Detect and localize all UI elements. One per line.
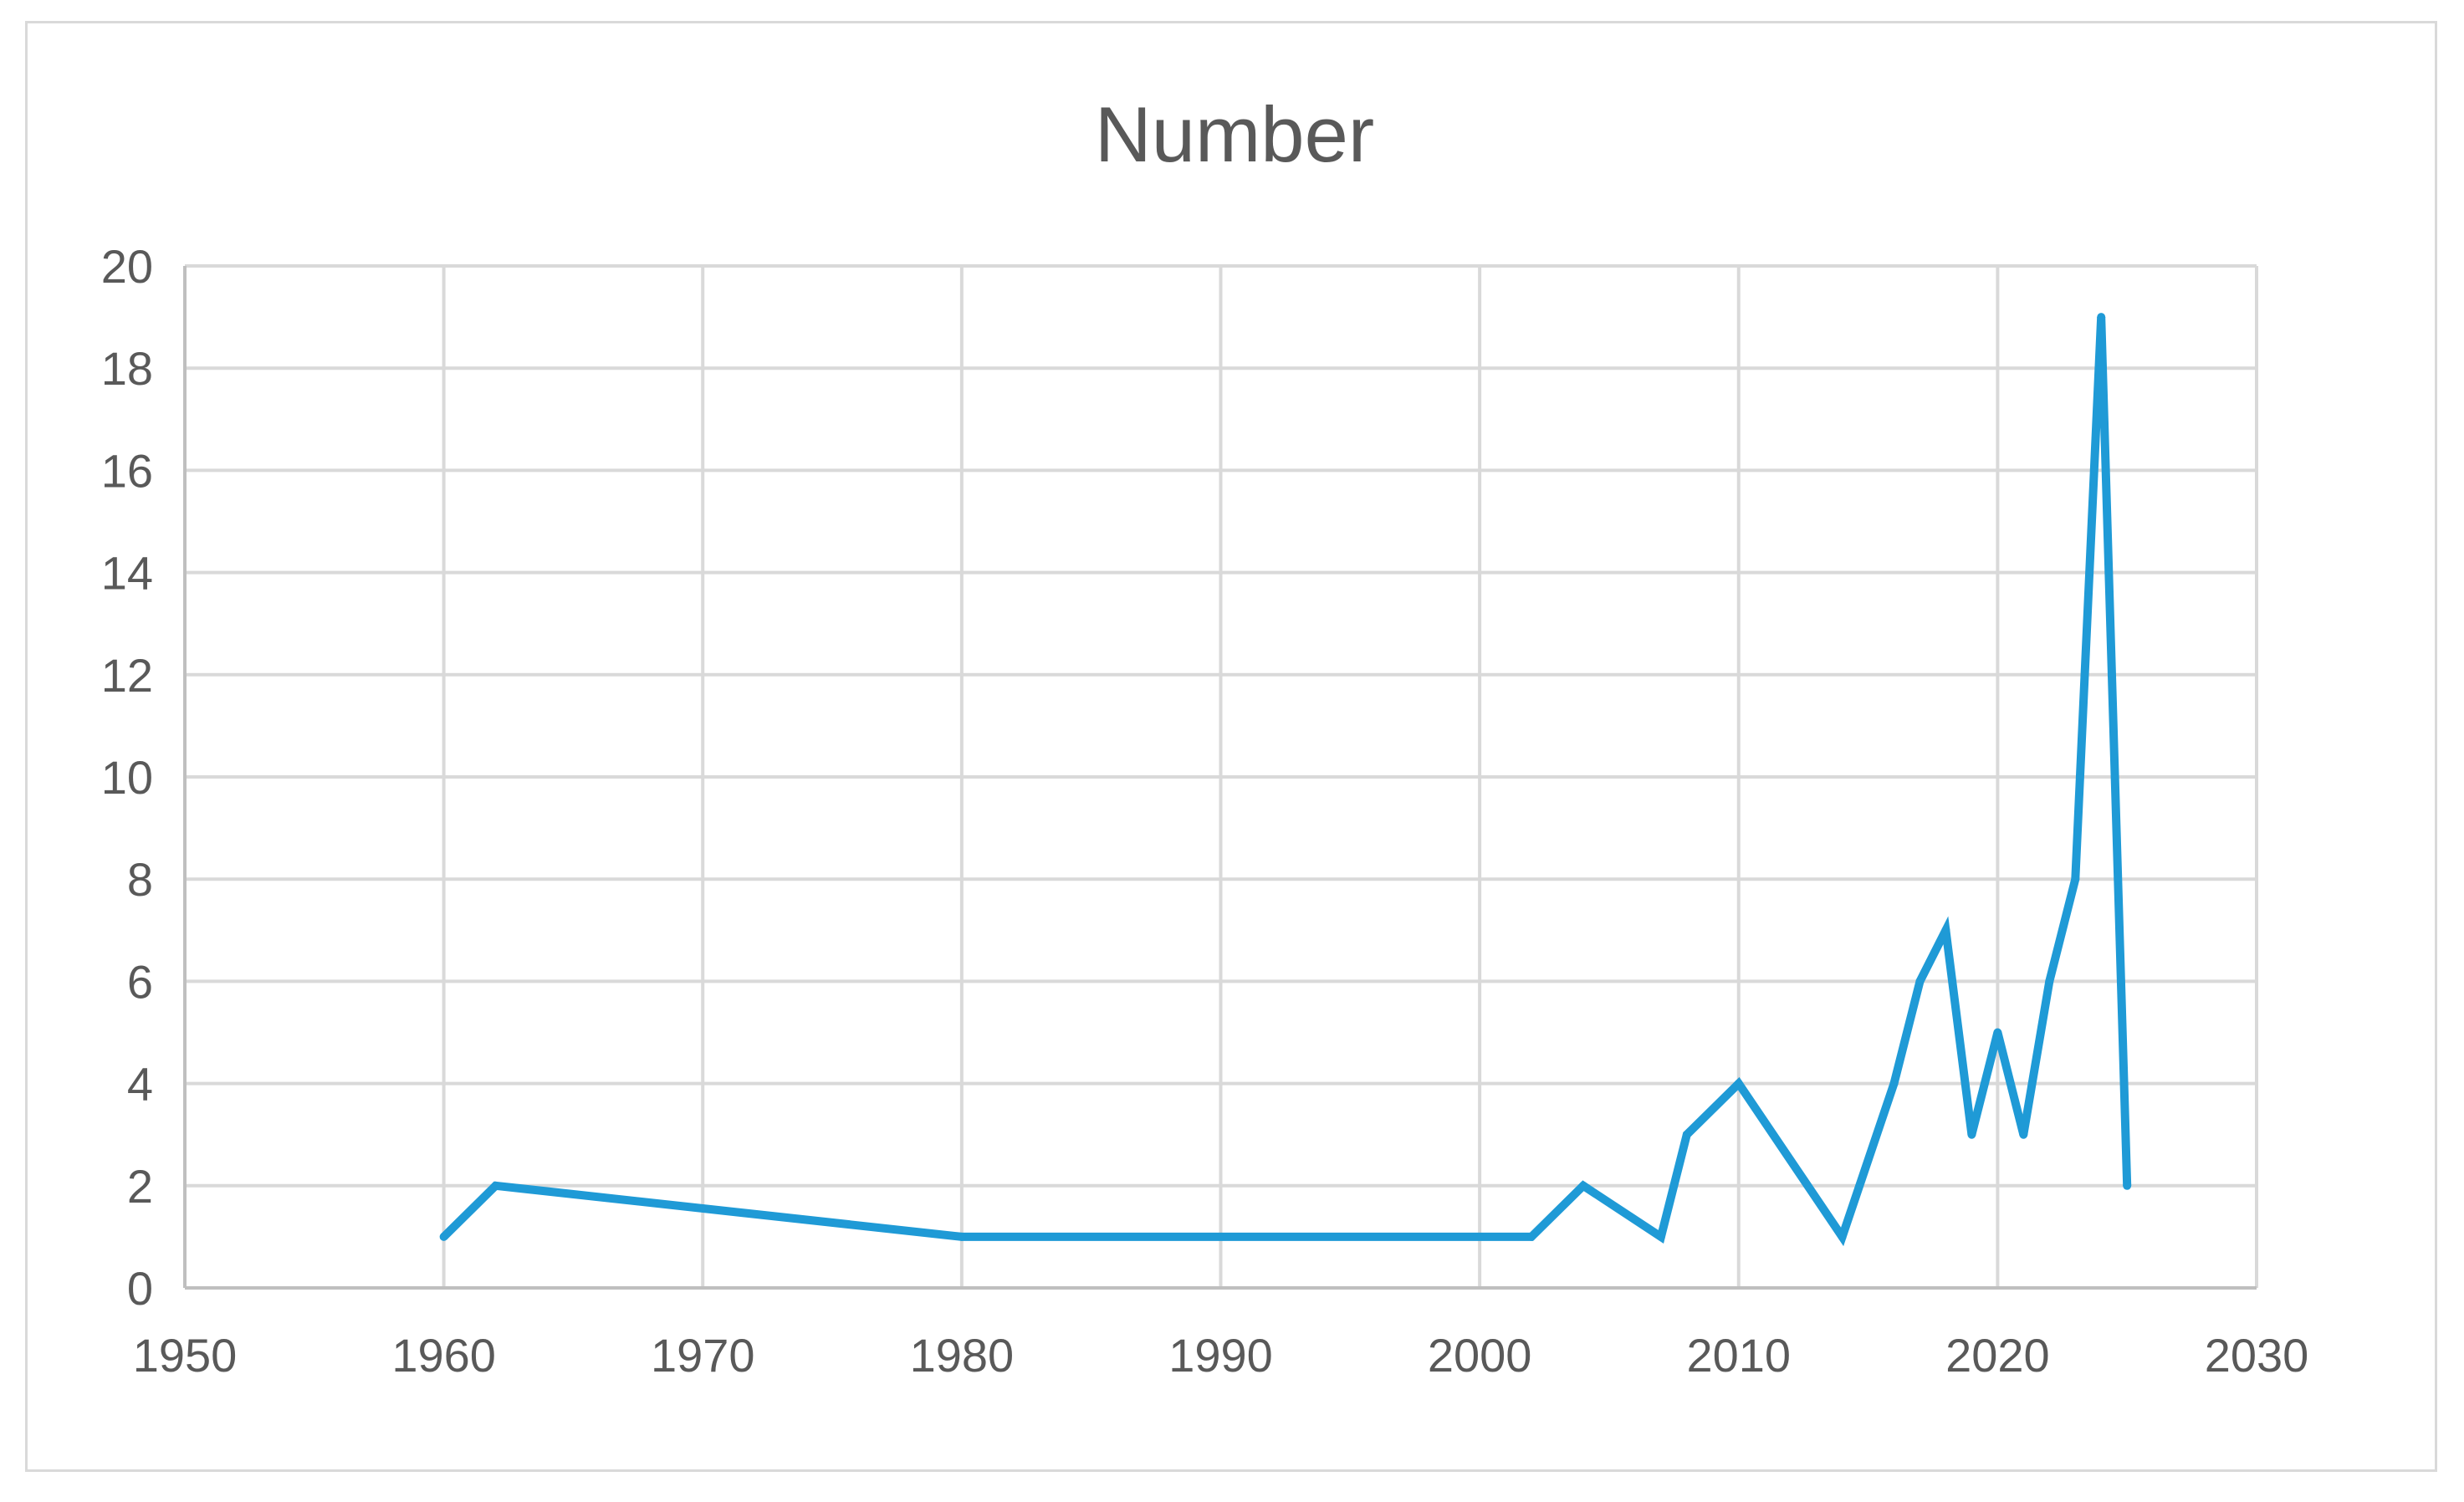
y-tick-label: 6 bbox=[127, 955, 153, 1008]
data-point bbox=[439, 1232, 448, 1241]
axes bbox=[183, 266, 2257, 1290]
data-point bbox=[1967, 1130, 1976, 1139]
y-tick-label: 10 bbox=[101, 751, 153, 804]
data-point bbox=[1993, 1028, 2002, 1037]
y-tick-label: 12 bbox=[101, 649, 153, 702]
x-tick-label: 2020 bbox=[1945, 1329, 2050, 1382]
data-point bbox=[2071, 875, 2080, 884]
x-axis-tick-labels: 1950 1960 1970 1980 1990 2000 2010 2020 2030 bbox=[133, 1329, 2309, 1382]
chart-title: Number bbox=[1095, 90, 1374, 178]
data-point bbox=[2019, 1130, 2028, 1139]
data-point bbox=[1656, 1232, 1665, 1241]
x-tick-label: 2000 bbox=[1428, 1329, 1532, 1382]
series-layer bbox=[439, 313, 2132, 1247]
data-point bbox=[1915, 977, 1925, 986]
grid-lines bbox=[185, 264, 2258, 1288]
y-axis-tick-labels: 0 2 4 6 8 10 12 14 16 18 20 bbox=[101, 240, 153, 1315]
x-tick-label: 2030 bbox=[2205, 1329, 2309, 1382]
data-point bbox=[2097, 313, 2106, 322]
x-tick-label: 1950 bbox=[133, 1329, 238, 1382]
x-tick-label: 1960 bbox=[391, 1329, 496, 1382]
y-tick-label: 20 bbox=[101, 240, 153, 293]
y-tick-label: 18 bbox=[101, 342, 153, 395]
data-point bbox=[2123, 1181, 2132, 1190]
data-point bbox=[1734, 1079, 1743, 1088]
x-tick-label: 2010 bbox=[1686, 1329, 1791, 1382]
y-tick-label: 14 bbox=[101, 547, 153, 600]
chart-frame: Number 0 2 4 6 8 10 12 14 16 18 20 1950 1960 1970 198… bbox=[25, 21, 2437, 1472]
x-tick-label: 1970 bbox=[651, 1329, 755, 1382]
y-tick-label: 4 bbox=[127, 1058, 153, 1111]
data-point bbox=[2045, 977, 2054, 986]
line-chart: Number 0 2 4 6 8 10 12 14 16 18 20 1950 1960 1970 198… bbox=[101, 90, 2309, 1382]
x-tick-label: 1990 bbox=[1168, 1329, 1273, 1382]
data-point bbox=[491, 1181, 500, 1190]
data-point bbox=[1838, 1232, 1847, 1241]
y-tick-label: 0 bbox=[127, 1262, 153, 1315]
x-tick-label: 1980 bbox=[910, 1329, 1015, 1382]
y-tick-label: 16 bbox=[101, 444, 153, 497]
data-point bbox=[957, 1232, 966, 1241]
data-point bbox=[1682, 1130, 1691, 1139]
data-point bbox=[1889, 1079, 1899, 1088]
data-point bbox=[1578, 1181, 1587, 1190]
data-point bbox=[1941, 926, 1950, 935]
y-tick-label: 2 bbox=[127, 1160, 153, 1213]
data-point bbox=[1527, 1232, 1536, 1241]
y-tick-label: 8 bbox=[127, 853, 153, 906]
